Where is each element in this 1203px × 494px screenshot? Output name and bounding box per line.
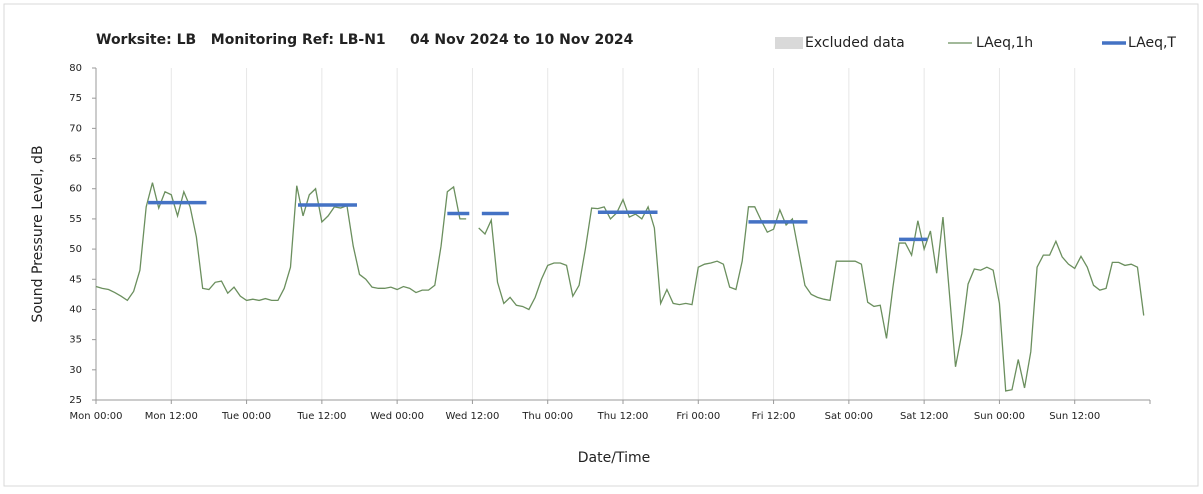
y-tick-label: 40 bbox=[69, 304, 82, 315]
y-axis-label: Sound Pressure Level, dB bbox=[30, 145, 46, 322]
x-tick-label: Mon 12:00 bbox=[145, 411, 198, 422]
x-tick-label: Sun 00:00 bbox=[974, 411, 1025, 422]
legend-label: Excluded data bbox=[805, 35, 905, 51]
x-tick-label: Tue 12:00 bbox=[296, 411, 346, 422]
legend-label: LAeq,T bbox=[1128, 35, 1176, 51]
x-tick-label: Fri 00:00 bbox=[676, 411, 720, 422]
x-tick-label: Sat 00:00 bbox=[825, 411, 873, 422]
y-tick-label: 30 bbox=[69, 365, 82, 376]
y-tick-label: 35 bbox=[69, 335, 82, 346]
y-tick-label: 25 bbox=[69, 395, 82, 406]
x-tick-label: Thu 00:00 bbox=[521, 411, 573, 422]
x-tick-label: Wed 12:00 bbox=[446, 411, 500, 422]
legend-label: LAeq,1h bbox=[976, 35, 1033, 51]
x-tick-label: Wed 00:00 bbox=[370, 411, 424, 422]
x-tick-label: Sat 12:00 bbox=[900, 411, 948, 422]
y-tick-label: 50 bbox=[69, 244, 82, 255]
y-tick-label: 55 bbox=[69, 214, 82, 225]
y-tick-label: 60 bbox=[69, 184, 82, 195]
x-tick-label: Thu 12:00 bbox=[597, 411, 649, 422]
legend-swatch bbox=[775, 37, 803, 49]
x-tick-label: Tue 00:00 bbox=[221, 411, 271, 422]
x-tick-label: Mon 00:00 bbox=[69, 411, 122, 422]
y-tick-label: 45 bbox=[69, 274, 82, 285]
x-tick-label: Sun 12:00 bbox=[1049, 411, 1100, 422]
y-tick-label: 80 bbox=[69, 63, 82, 74]
x-tick-label: Fri 12:00 bbox=[752, 411, 796, 422]
chart-title: Worksite: LB Monitoring Ref: LB-N1 04 No… bbox=[96, 32, 634, 48]
x-axis-label: Date/Time bbox=[578, 450, 650, 466]
y-tick-label: 70 bbox=[69, 123, 82, 134]
y-tick-label: 65 bbox=[69, 154, 82, 165]
y-tick-label: 75 bbox=[69, 93, 82, 104]
